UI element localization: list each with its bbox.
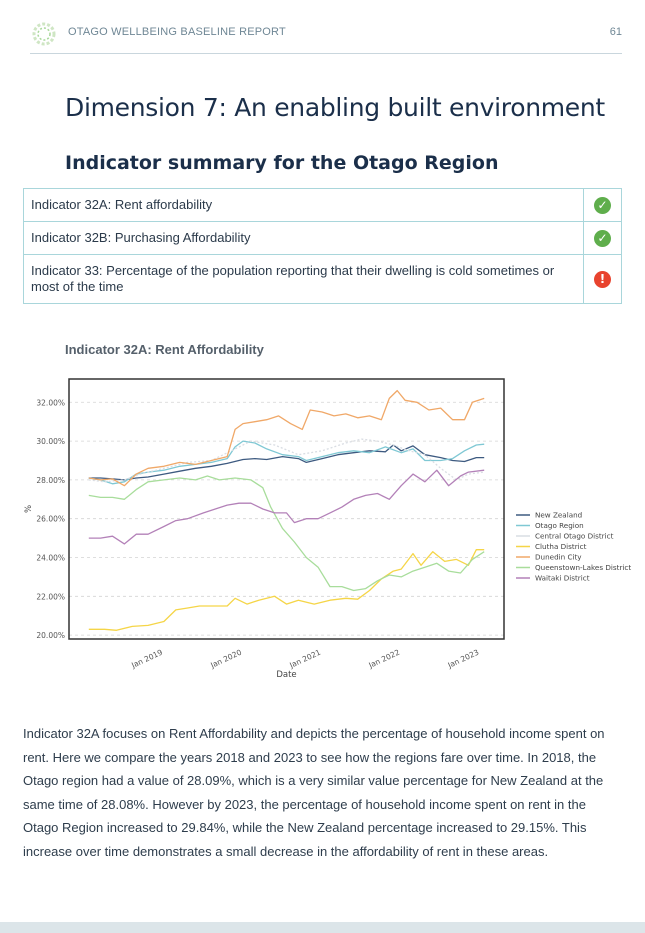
y-tick-label: 30.00% — [36, 437, 65, 446]
x-axis-label: Date — [276, 670, 296, 680]
table-row: Indicator 32A: Rent affordability ✓ — [23, 188, 622, 222]
y-tick-label: 20.00% — [36, 631, 65, 640]
dimension-title: Dimension 7: An enabling built environme… — [65, 93, 605, 122]
plot-frame — [68, 378, 505, 640]
series-line — [88, 475, 485, 592]
series-line — [88, 389, 485, 487]
footer-bar — [0, 922, 645, 933]
indicator-summary-table: Indicator 32A: Rent affordability ✓ Indi… — [23, 188, 622, 304]
y-tick-label: 32.00% — [36, 398, 65, 407]
y-axis-label: % — [24, 505, 34, 513]
series-line — [88, 438, 485, 483]
x-tick-label: Jan 2019 — [129, 648, 164, 671]
table-row: Indicator 33: Percentage of the populati… — [23, 254, 622, 304]
report-title: OTAGO WELLBEING BASELINE REPORT — [68, 26, 286, 38]
y-tick-label: 22.00% — [36, 592, 65, 601]
series-line — [88, 444, 485, 481]
rent-affordability-chart: 20.00% 22.00% 24.00% 26.00% 28.00% 30.00% 32.0… — [18, 372, 638, 687]
page-number: 61 — [609, 26, 622, 38]
legend-label: Waitaki District — [535, 574, 590, 583]
series-line — [88, 469, 485, 545]
indicator-label: Indicator 33: Percentage of the populati… — [23, 254, 584, 304]
table-row: Indicator 32B: Purchasing Affordability … — [23, 221, 622, 255]
legend-label: Dunedin City — [535, 553, 582, 562]
x-tick-label: Jan 2022 — [367, 648, 402, 671]
summary-title: Indicator summary for the Otago Region — [65, 152, 499, 174]
x-tick-label: Jan 2023 — [446, 648, 481, 671]
legend-label: New Zealand — [535, 511, 582, 520]
x-tick-label: Jan 2021 — [287, 648, 322, 671]
x-tick-label: Jan 2020 — [208, 648, 243, 671]
indicator-label: Indicator 32A: Rent affordability — [23, 188, 584, 222]
line-chart-svg: 20.00% 22.00% 24.00% 26.00% 28.00% 30.00% 32.0… — [24, 378, 631, 680]
wellbeing-wreath-logo-icon — [32, 22, 56, 46]
page-header: OTAGO WELLBEING BASELINE REPORT 61 — [30, 18, 622, 54]
check-circle-icon: ✓ — [594, 196, 611, 214]
legend-label: Clutha District — [535, 542, 587, 551]
body-paragraph: Indicator 32A focuses on Rent Affordabil… — [23, 726, 605, 859]
legend-label: Central Otago District — [535, 532, 614, 541]
legend-label: Queenstown-Lakes District — [535, 563, 631, 572]
y-tick-label: 26.00% — [36, 515, 65, 524]
series-line — [88, 549, 485, 631]
legend-label: Otago Region — [535, 521, 584, 530]
indicator-label: Indicator 32B: Purchasing Affordability — [23, 221, 584, 255]
y-tick-label: 24.00% — [36, 554, 65, 563]
y-tick-label: 28.00% — [36, 476, 65, 485]
exclamation-circle-icon: ! — [594, 270, 611, 288]
chart-title: Indicator 32A: Rent Affordability — [65, 342, 264, 357]
check-circle-icon: ✓ — [594, 229, 611, 247]
